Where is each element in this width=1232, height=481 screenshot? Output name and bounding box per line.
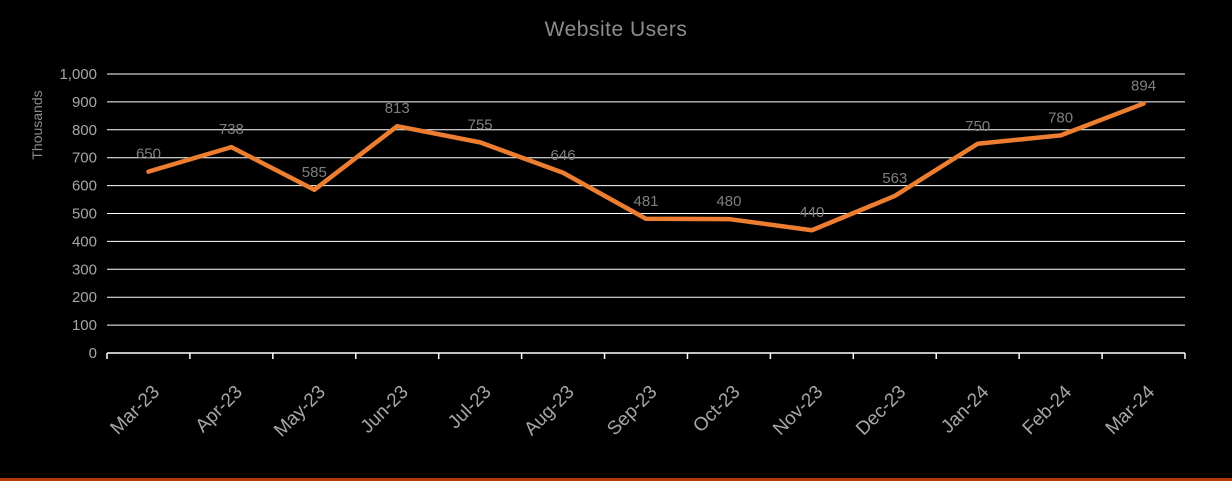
y-axis-tick-label: 100 <box>72 317 97 334</box>
data-label: 481 <box>633 193 658 210</box>
x-axis-category-label: Feb-24 <box>1019 381 1077 439</box>
x-axis-category-label: Aug-23 <box>520 382 578 440</box>
x-axis-category-label: Apr-23 <box>192 382 247 437</box>
x-axis-category-label: Sep-23 <box>603 382 661 440</box>
y-axis-tick-label: 900 <box>72 94 97 111</box>
y-axis-tick-label: 700 <box>72 150 97 167</box>
y-axis-tick-label: 1,000 <box>59 66 97 83</box>
y-axis-tick-label: 600 <box>72 178 97 195</box>
data-label: 650 <box>136 146 161 163</box>
data-label: 750 <box>965 118 990 135</box>
y-axis-tick-label: 300 <box>72 261 97 278</box>
x-axis-category-label: Jan-24 <box>937 381 993 437</box>
x-axis-category-label: Jul-23 <box>444 382 495 433</box>
y-axis-tick-label: 500 <box>72 206 97 223</box>
data-label: 440 <box>799 204 824 221</box>
data-label: 813 <box>385 100 410 117</box>
data-label: 738 <box>219 121 244 138</box>
x-axis-category-label: May-23 <box>270 382 330 442</box>
x-axis-category-label: Mar-24 <box>1102 381 1160 439</box>
y-axis-tick-label: 0 <box>89 345 97 362</box>
data-label: 585 <box>302 164 327 181</box>
x-axis-category-label: Dec-23 <box>852 382 910 440</box>
data-label: 563 <box>882 170 907 187</box>
x-axis-category-label: Oct-23 <box>689 382 744 437</box>
data-label: 780 <box>1048 109 1073 126</box>
data-label: 894 <box>1131 78 1156 95</box>
x-axis-category-label: Mar-23 <box>107 382 164 439</box>
x-axis-category-label: Nov-23 <box>769 382 827 440</box>
data-label: 646 <box>551 147 576 164</box>
chart-title: Website Users <box>544 18 688 41</box>
y-axis-tick-label: 200 <box>72 289 97 306</box>
series-line-website-users <box>146 101 1146 233</box>
y-axis-tick-label: 800 <box>72 122 97 139</box>
data-label: 755 <box>468 116 493 133</box>
x-axis-category-label: Jun-23 <box>357 382 413 438</box>
y-axis-tick-label: 400 <box>72 233 97 250</box>
data-label: 480 <box>716 193 741 210</box>
bottom-accent-border <box>0 478 1232 481</box>
